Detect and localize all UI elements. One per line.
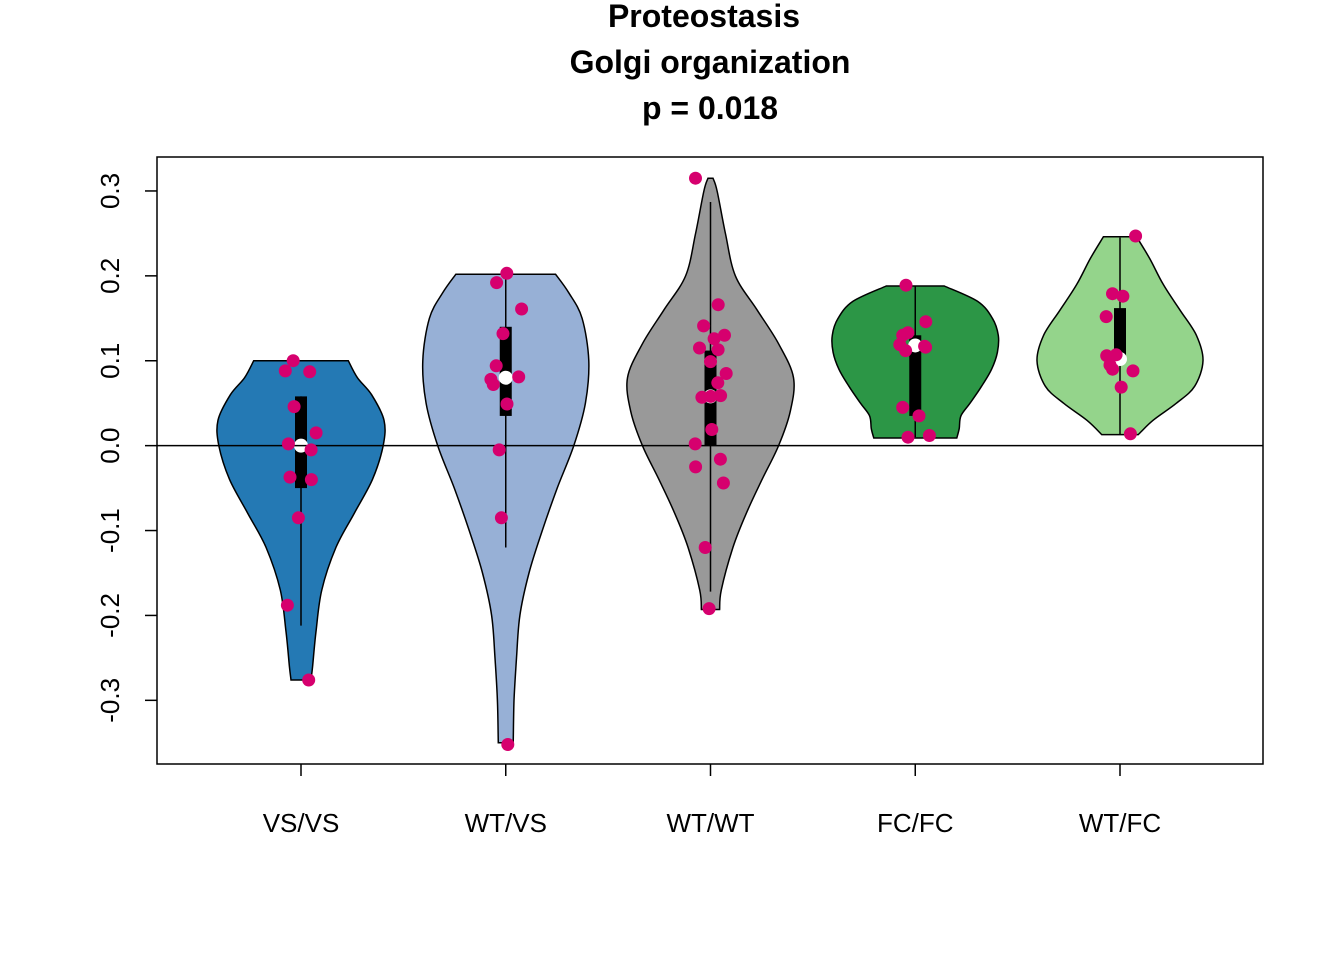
data-point (484, 372, 498, 386)
data-point (501, 738, 515, 751)
data-point (303, 365, 317, 379)
data-point (1114, 380, 1128, 394)
chart-title: Proteostasis Golgi organization p = 0.01… (570, 0, 851, 126)
y-tick-label: 0.1 (95, 343, 125, 379)
data-point (713, 452, 727, 466)
title-line-2: Golgi organization (570, 44, 851, 80)
data-point (901, 326, 915, 340)
data-point (718, 328, 731, 342)
y-tick-label: -0.1 (95, 508, 125, 553)
axes-layer: -0.3 -0.2 -0.1 0.0 0.1 0.2 0.3 VS/VS WT/VS WT/WT F… (95, 156, 1264, 838)
data-point (689, 171, 702, 185)
data-point (918, 339, 932, 353)
points-layer (278, 171, 1143, 751)
data-point (716, 476, 730, 490)
x-tick-label: FC/FC (877, 808, 954, 838)
data-point (280, 598, 294, 612)
data-point (714, 389, 728, 403)
data-point (304, 473, 318, 487)
median-1 (498, 370, 513, 385)
data-point (1123, 427, 1137, 441)
y-tick-label: -0.2 (95, 593, 125, 638)
title-line-1: Proteostasis (608, 0, 800, 34)
data-point (302, 673, 316, 687)
title-line-3: p = 0.018 (642, 90, 778, 126)
y-tick-label: 0.3 (95, 173, 125, 209)
data-point (489, 359, 503, 373)
x-tick-label: WT/WT (666, 808, 754, 838)
data-point (309, 426, 323, 440)
data-point (698, 541, 712, 554)
data-point (912, 409, 926, 423)
data-point (278, 364, 292, 378)
data-point (705, 423, 719, 436)
box-4 (1114, 308, 1126, 361)
boxplots-layer (294, 201, 1127, 626)
data-point (901, 430, 915, 444)
data-point (697, 319, 711, 333)
data-point (899, 278, 913, 292)
data-point (688, 437, 702, 451)
y-tick-label: 0.0 (95, 428, 125, 464)
data-point (515, 302, 529, 316)
data-point (1116, 289, 1130, 303)
data-point (1126, 364, 1140, 378)
data-point (919, 315, 933, 329)
data-point (500, 266, 514, 280)
data-point (704, 355, 717, 369)
box-3 (909, 335, 922, 416)
data-point (1129, 229, 1143, 243)
data-point (1099, 310, 1113, 324)
data-point (490, 276, 504, 290)
data-point (492, 443, 506, 457)
data-point (689, 460, 703, 474)
data-point (494, 511, 508, 525)
data-point (283, 470, 297, 484)
data-point (1106, 287, 1119, 301)
data-point (711, 298, 725, 312)
data-point (707, 332, 721, 346)
data-point (711, 376, 725, 390)
data-point (286, 354, 300, 368)
y-tick-label: 0.2 (95, 258, 125, 294)
x-tick-label: VS/VS (263, 808, 340, 838)
x-tick-label: WT/VS (465, 808, 547, 838)
data-point (287, 400, 301, 414)
y-tick-label: -0.3 (95, 678, 125, 723)
data-point (281, 437, 295, 451)
x-tick-label: WT/FC (1079, 808, 1161, 838)
data-point (512, 370, 526, 384)
data-point (1109, 348, 1123, 362)
data-point (291, 511, 305, 525)
data-point (719, 367, 733, 380)
data-point (922, 429, 936, 442)
data-point (702, 602, 716, 616)
data-point (704, 389, 718, 403)
data-point (896, 400, 910, 414)
data-point (496, 327, 510, 341)
data-point (711, 343, 725, 357)
data-point (1100, 349, 1114, 363)
data-point (693, 341, 706, 355)
data-point (500, 397, 514, 411)
data-point (304, 443, 318, 457)
